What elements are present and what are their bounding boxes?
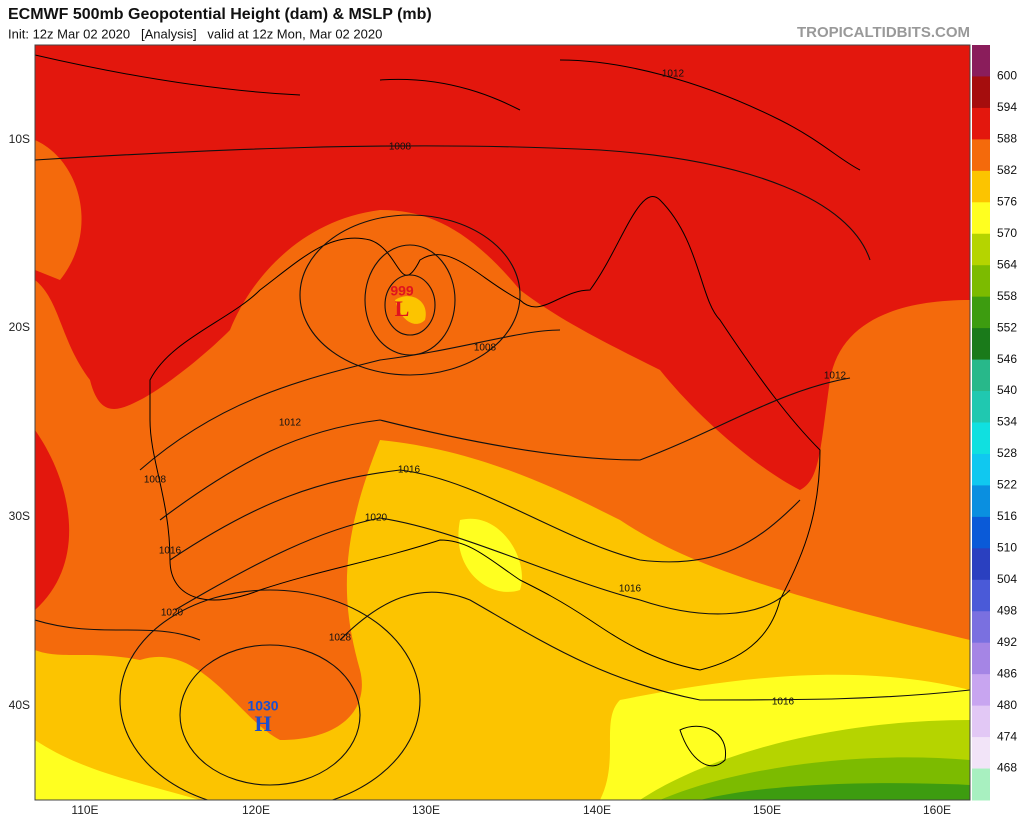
- colorbar-swatch: [972, 422, 990, 455]
- colorbar-label: 528: [997, 446, 1017, 460]
- lon-label: 110E: [71, 803, 98, 817]
- colorbar-swatch: [972, 453, 990, 486]
- colorbar-label: 600: [997, 69, 1017, 83]
- colorbar-swatch: [972, 139, 990, 172]
- fill-588: [35, 45, 970, 490]
- contour-label: 1016: [398, 465, 421, 476]
- pressure-value: 999: [390, 283, 414, 299]
- lat-label: 10S: [9, 132, 30, 146]
- contour-label: 1012: [279, 418, 302, 429]
- lat-label: 30S: [9, 509, 30, 523]
- contour-label: 1008: [474, 343, 497, 354]
- fill-576: [395, 296, 426, 324]
- colorbar-swatch: [972, 328, 990, 361]
- isobars: [35, 145, 970, 800]
- colorbar-swatch: [972, 76, 990, 109]
- lon-label: 150E: [753, 803, 781, 817]
- colorbar-label: 522: [997, 478, 1017, 492]
- colorbar-label: 492: [997, 635, 1017, 649]
- fill-570: [458, 518, 522, 592]
- contour-label: 1020: [365, 513, 388, 524]
- colorbar-label: 468: [997, 761, 1017, 775]
- coastline: [679, 725, 726, 767]
- colorbar-label: 558: [997, 289, 1017, 303]
- contour-label: 1016: [772, 697, 795, 708]
- contour-label: 1016: [159, 546, 182, 557]
- pressure-symbol: H: [254, 711, 271, 736]
- colorbar-swatch: [972, 359, 990, 392]
- colorbar-swatch: [972, 45, 990, 77]
- colorbar-label: 588: [997, 132, 1017, 146]
- lat-label: 20S: [9, 320, 30, 334]
- colorbar-label: 534: [997, 415, 1017, 429]
- colorbar-swatch: [972, 170, 990, 203]
- lon-label: 160E: [923, 803, 951, 817]
- colorbar-label: 516: [997, 509, 1017, 523]
- lon-label: 130E: [412, 803, 440, 817]
- colorbar-swatch: [972, 265, 990, 298]
- lat-label: 40S: [9, 698, 30, 712]
- colorbar-swatch: [972, 233, 990, 266]
- pressure-value: 1030: [247, 698, 278, 714]
- colorbar-swatch: [972, 737, 990, 770]
- fill-582: [35, 140, 82, 280]
- contour-label: 1012: [662, 69, 685, 80]
- colorbar-swatch: [972, 516, 990, 549]
- colorbar-label: 594: [997, 100, 1017, 114]
- contour-label: 1008: [144, 475, 167, 486]
- colorbar-swatch: [972, 107, 990, 140]
- subtitle: Init: 12z Mar 02 2020 [Analysis] valid a…: [8, 26, 382, 41]
- colorbar-label: 510: [997, 541, 1017, 555]
- coastline: [35, 54, 861, 171]
- colorbar-swatch: [972, 642, 990, 675]
- pressure-symbol: L: [395, 296, 410, 321]
- colorbar-swatch: [972, 705, 990, 738]
- coastline: [149, 196, 821, 671]
- colorbar-swatch: [972, 768, 990, 801]
- colorbar-label: 504: [997, 572, 1017, 586]
- colorbar-label: 540: [997, 383, 1017, 397]
- colorbar-label: 486: [997, 666, 1017, 680]
- fill-588: [35, 45, 970, 145]
- colorbar-swatch: [972, 674, 990, 707]
- colorbar-label: 552: [997, 320, 1017, 334]
- colorbar-swatch: [972, 548, 990, 581]
- map-area: [35, 45, 970, 800]
- colorbar-label: 582: [997, 163, 1017, 177]
- colorbar-label: 576: [997, 194, 1017, 208]
- colorbar-swatch: [972, 611, 990, 644]
- colorbar-swatch: [972, 485, 990, 518]
- colorbar-label: 564: [997, 257, 1017, 271]
- fill-588: [35, 430, 70, 610]
- contour-label: 1016: [619, 584, 642, 595]
- title: ECMWF 500mb Geopotential Height (dam) & …: [8, 6, 432, 23]
- contour-label: 1020: [161, 608, 184, 619]
- colorbar-label: 546: [997, 352, 1017, 366]
- colorbar-label: 474: [997, 729, 1017, 743]
- source: TROPICALTIDBITS.COM: [797, 24, 970, 41]
- colorbar-swatch: [972, 579, 990, 612]
- lon-label: 140E: [583, 803, 611, 817]
- lon-label: 120E: [242, 803, 270, 817]
- contour-label: 1028: [329, 633, 352, 644]
- contour-label: 1008: [389, 142, 412, 153]
- colorbar-label: 498: [997, 603, 1017, 617]
- fill-552: [700, 783, 970, 800]
- colorbar-swatch: [972, 296, 990, 329]
- map-frame: [34, 44, 971, 801]
- colorbar-label: 570: [997, 226, 1017, 240]
- colorbar-label: 480: [997, 698, 1017, 712]
- contour-label: 1012: [824, 371, 847, 382]
- colorbar-swatch: [972, 202, 990, 235]
- colorbar-swatch: [972, 391, 990, 423]
